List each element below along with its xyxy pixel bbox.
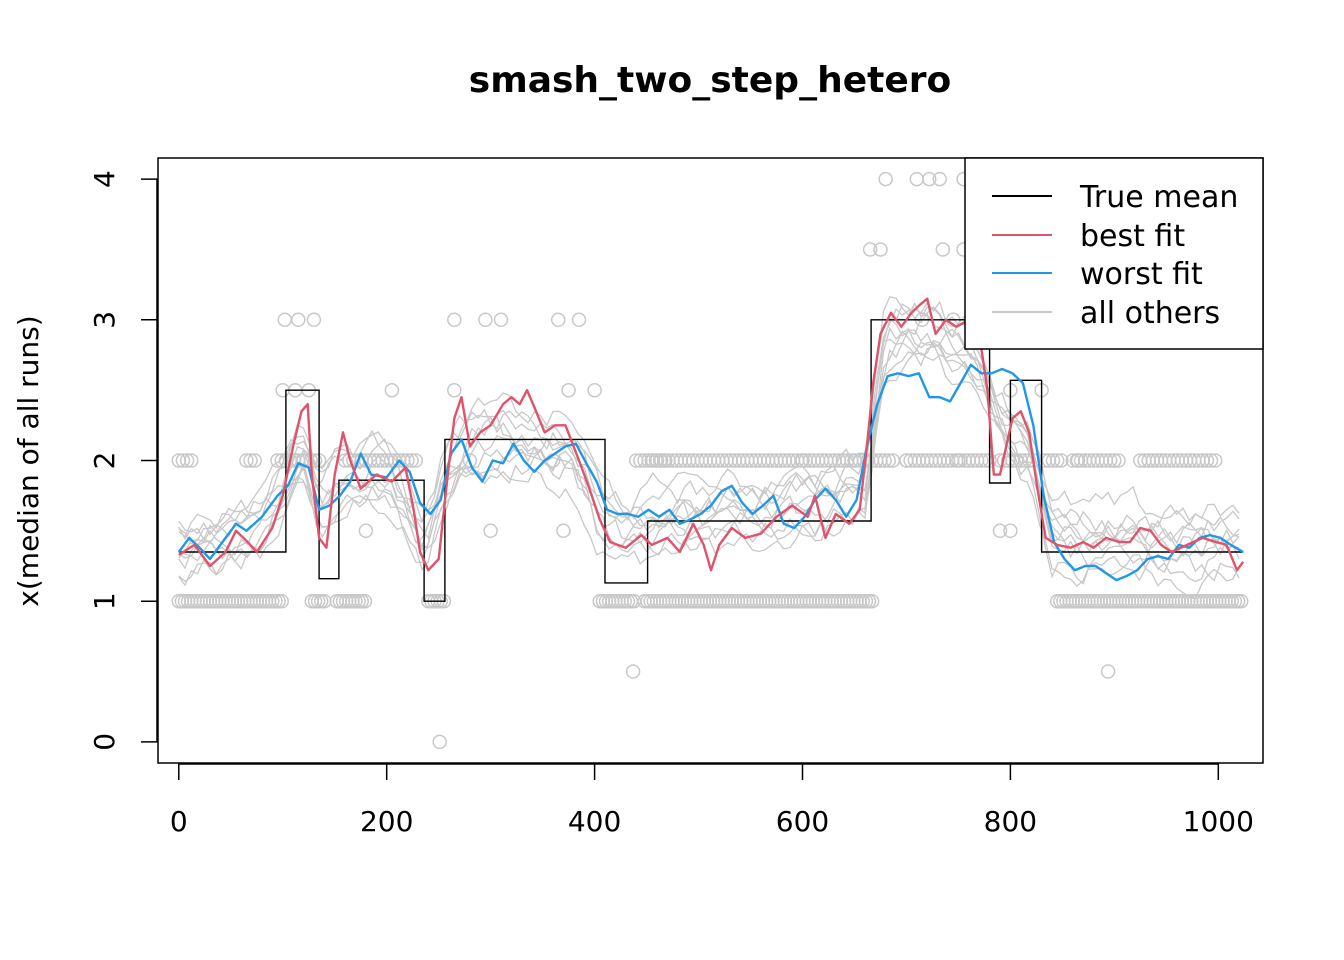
observation-point bbox=[862, 242, 878, 257]
legend-label-true-mean: True mean bbox=[1079, 180, 1238, 215]
observation-point bbox=[493, 312, 509, 328]
x-tick-label: 1000 bbox=[1183, 805, 1254, 838]
observation-point bbox=[1100, 664, 1116, 679]
observation-point bbox=[587, 382, 602, 398]
observation-point bbox=[1107, 453, 1122, 468]
observation-point bbox=[1070, 453, 1086, 468]
observation-point bbox=[877, 453, 892, 468]
plot-layer bbox=[171, 171, 1249, 750]
legend-label-worst-fit: worst fit bbox=[1080, 257, 1203, 292]
observation-point bbox=[357, 593, 373, 609]
observation-point bbox=[881, 453, 897, 468]
observation-point bbox=[556, 523, 571, 539]
observation-point bbox=[550, 312, 566, 328]
observation-point bbox=[179, 453, 195, 468]
observation-point bbox=[1049, 453, 1065, 468]
legend-box bbox=[964, 157, 1264, 350]
legend: True mean best fit worst fit all others bbox=[964, 157, 1264, 350]
observation-point bbox=[561, 382, 576, 398]
observation-point bbox=[1199, 453, 1215, 468]
observation-point bbox=[1111, 453, 1126, 468]
observation-point bbox=[243, 453, 258, 468]
x-tick-label: 400 bbox=[568, 805, 621, 838]
observation-point bbox=[1203, 453, 1219, 468]
y-tick-label: 2 bbox=[88, 452, 121, 470]
observation-point bbox=[175, 453, 191, 468]
observation-point bbox=[625, 664, 641, 679]
y-tick-label: 3 bbox=[88, 311, 121, 329]
y-tick-label: 1 bbox=[88, 592, 121, 610]
observation-point bbox=[864, 593, 880, 609]
observation-point bbox=[291, 312, 306, 328]
observation-point bbox=[1233, 593, 1249, 609]
observation-point bbox=[1003, 523, 1018, 539]
y-tick-label: 4 bbox=[88, 170, 121, 188]
observation-point bbox=[447, 312, 462, 328]
observation-point bbox=[432, 734, 447, 750]
observation-point bbox=[1045, 453, 1061, 468]
other-run-line bbox=[178, 300, 1240, 542]
best-fit-line bbox=[178, 297, 1245, 572]
other-run-line bbox=[178, 344, 1240, 587]
observation-point bbox=[483, 523, 498, 539]
legend-label-best-fit: best fit bbox=[1080, 219, 1185, 254]
y-axis-label: x(median of all runs) bbox=[12, 315, 45, 606]
observation-point bbox=[1054, 453, 1069, 468]
observation-point bbox=[951, 453, 966, 468]
legend-label-all-others: all others bbox=[1080, 296, 1220, 331]
observation-point bbox=[184, 453, 199, 468]
observation-point bbox=[922, 171, 937, 187]
observation-point bbox=[447, 382, 462, 398]
observation-point bbox=[571, 312, 587, 328]
axes-layer: 0 200 400 600 800 1000 0 1 2 3 4 bbox=[88, 157, 1264, 838]
observation-point bbox=[1102, 453, 1118, 468]
x-tick-label: 0 bbox=[170, 805, 188, 838]
observation-point bbox=[1207, 453, 1223, 468]
observation-point bbox=[992, 523, 1008, 539]
observation-point bbox=[400, 453, 415, 468]
observation-point bbox=[247, 453, 262, 468]
chart-title: smash_two_step_hetero bbox=[469, 60, 951, 101]
observation-point bbox=[277, 312, 293, 328]
observation-points bbox=[171, 171, 1249, 750]
observation-point bbox=[404, 453, 419, 468]
observation-point bbox=[878, 171, 893, 187]
observation-point bbox=[478, 312, 493, 328]
y-tick-label: 0 bbox=[88, 733, 121, 751]
observation-point bbox=[935, 242, 951, 257]
observation-point bbox=[1017, 453, 1033, 468]
observation-point bbox=[306, 312, 322, 328]
observation-point bbox=[384, 382, 400, 398]
observation-point bbox=[932, 171, 947, 187]
observation-point bbox=[909, 171, 925, 187]
other-run-line bbox=[178, 303, 1240, 538]
x-tick-label: 600 bbox=[776, 805, 829, 838]
true-mean-line bbox=[178, 319, 1244, 602]
other-run-line bbox=[178, 330, 1240, 570]
observation-point bbox=[408, 453, 424, 468]
observation-point bbox=[873, 242, 888, 257]
observation-point bbox=[358, 523, 374, 539]
other-run-line bbox=[178, 328, 1240, 559]
other-run-line bbox=[178, 341, 1240, 583]
observation-point bbox=[462, 453, 478, 468]
x-tick-label: 200 bbox=[360, 805, 413, 838]
x-tick-label: 800 bbox=[984, 805, 1037, 838]
observation-point bbox=[847, 453, 862, 468]
worst-fit-line bbox=[177, 363, 1244, 582]
observation-point bbox=[239, 453, 254, 468]
observation-point bbox=[974, 453, 989, 468]
observation-point bbox=[274, 593, 289, 609]
observation-point bbox=[899, 453, 914, 468]
